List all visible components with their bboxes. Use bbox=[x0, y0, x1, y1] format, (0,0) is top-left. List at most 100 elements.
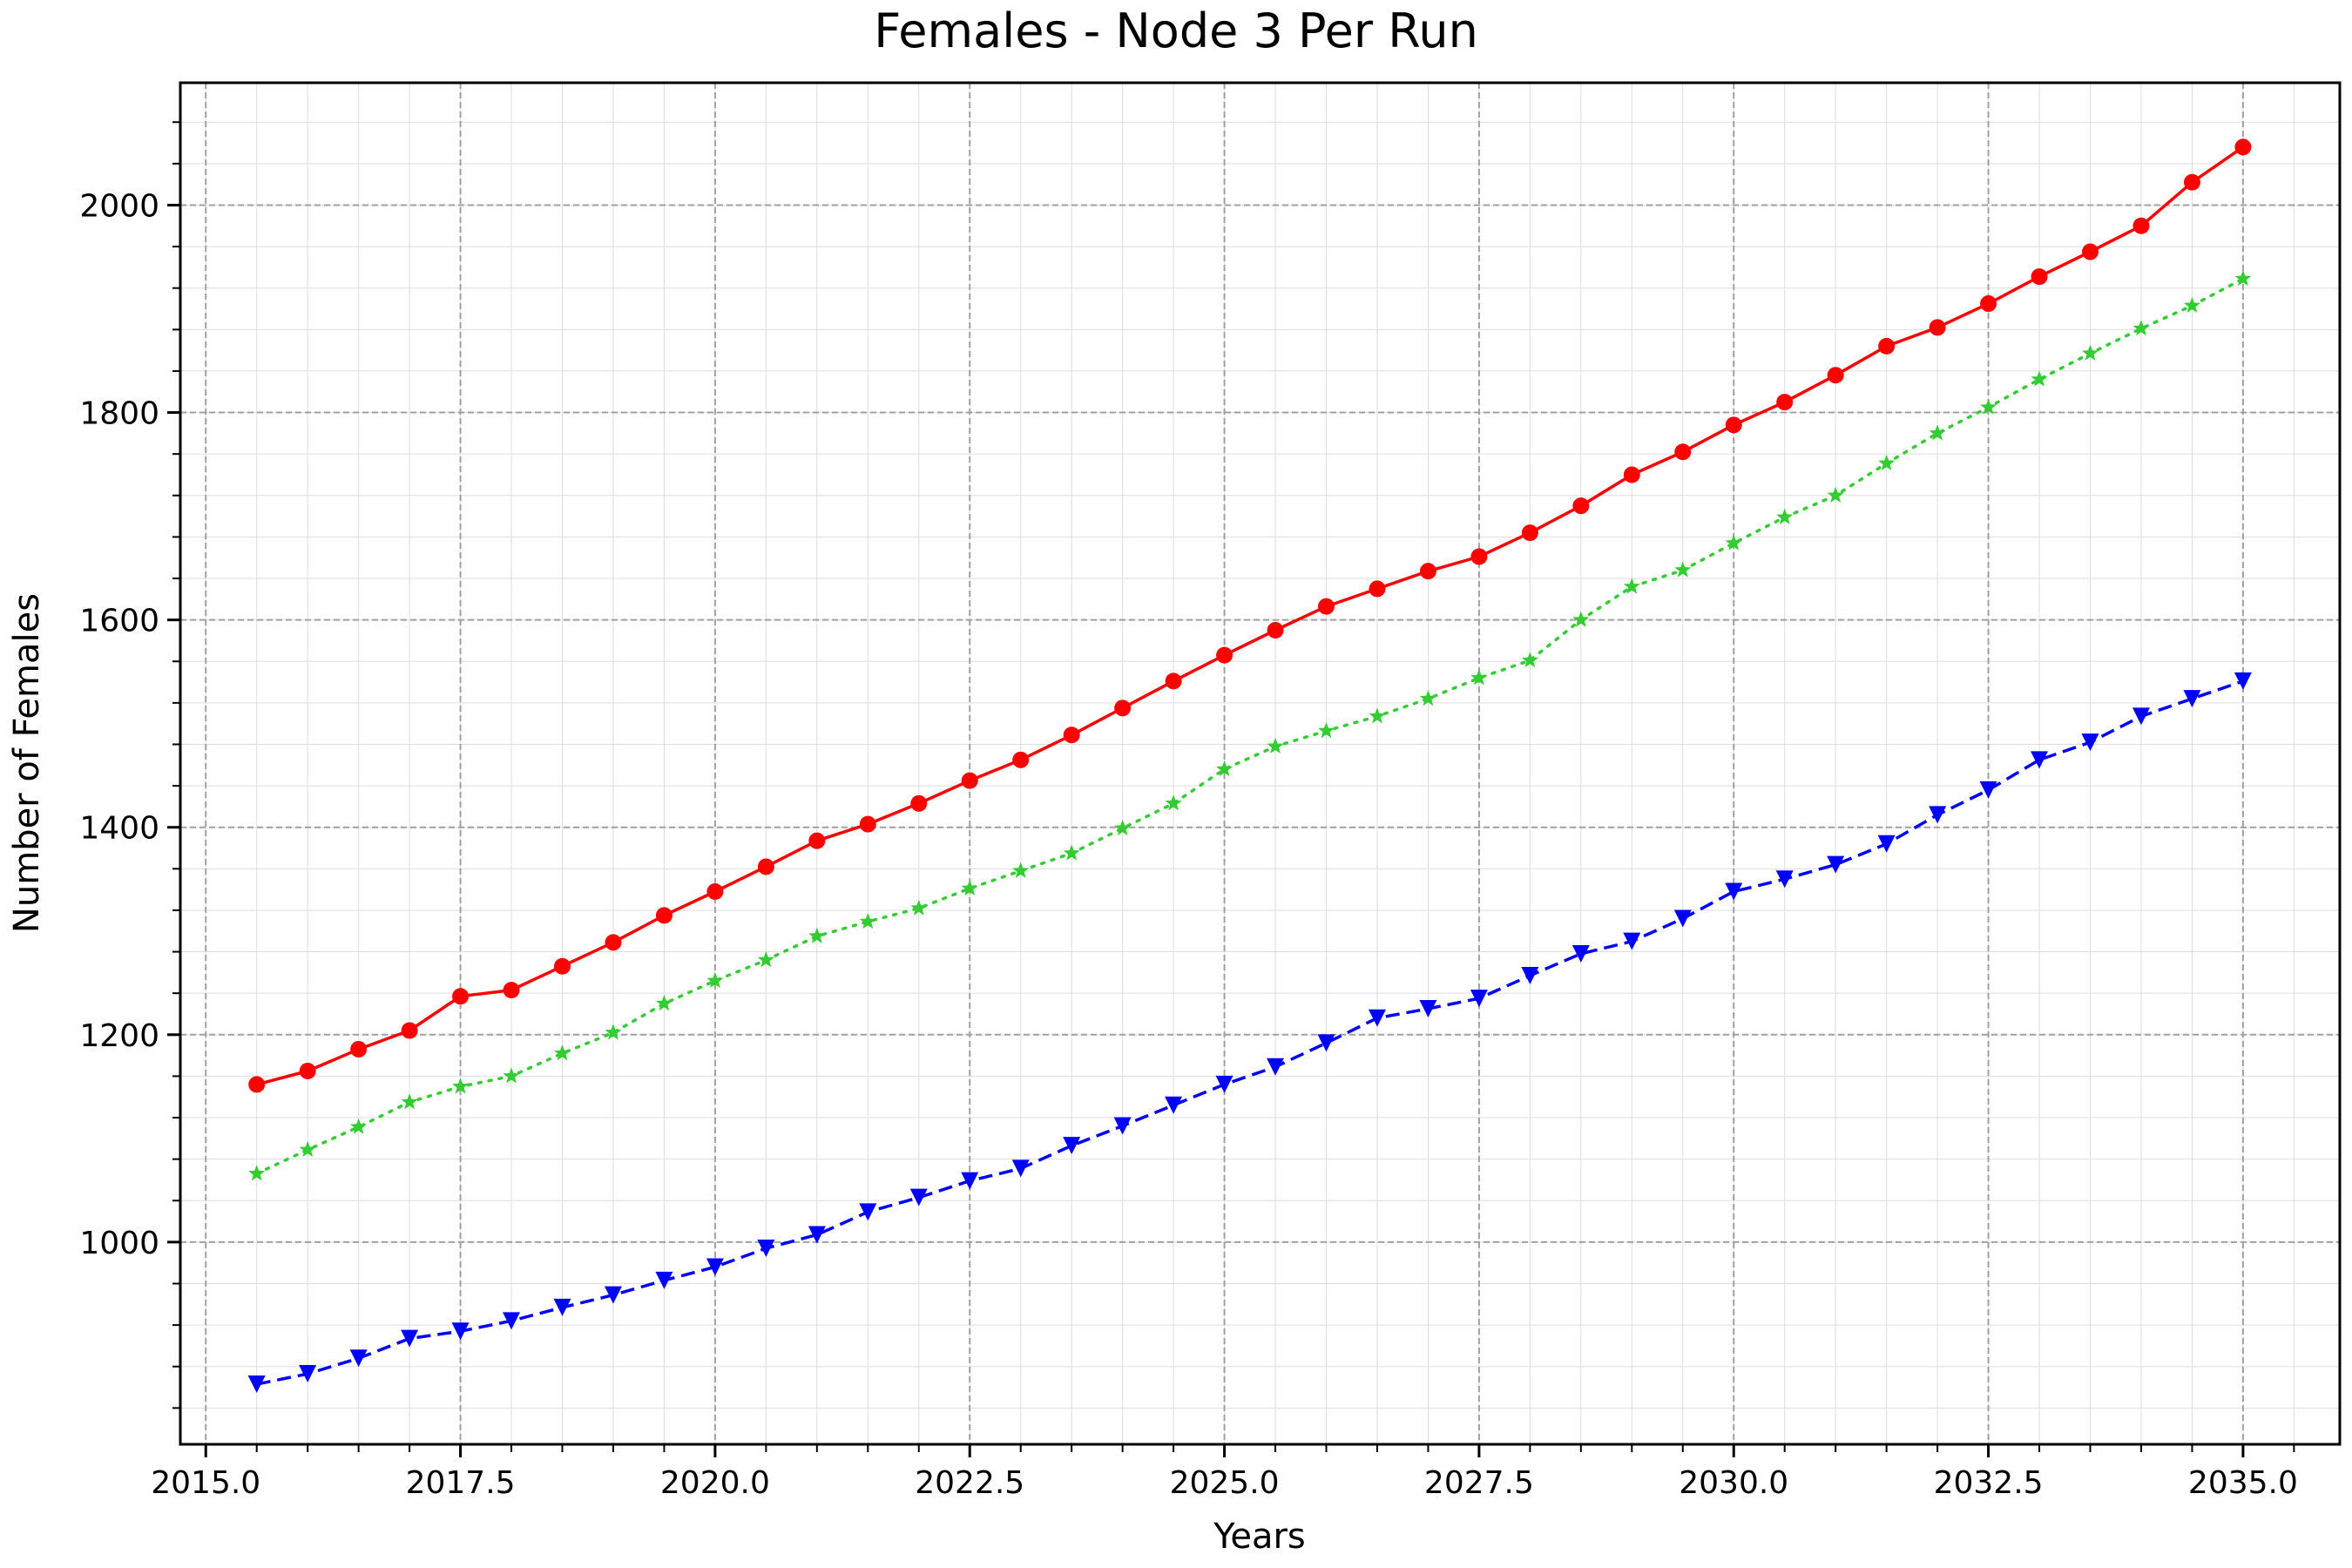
data-point bbox=[1012, 862, 1030, 878]
data-point bbox=[1318, 598, 1335, 615]
x-tick-label: 2025.0 bbox=[1170, 1465, 1280, 1501]
data-point bbox=[350, 1040, 368, 1058]
data-point bbox=[1318, 722, 1335, 739]
data-point bbox=[1775, 870, 1794, 889]
data-point bbox=[503, 1067, 520, 1084]
data-point bbox=[655, 907, 672, 924]
data-point bbox=[2031, 370, 2048, 387]
data-point bbox=[655, 1271, 673, 1289]
data-point bbox=[1165, 794, 1182, 811]
data-point bbox=[909, 1188, 928, 1206]
data-point bbox=[808, 832, 826, 849]
data-point bbox=[1623, 932, 1641, 950]
data-point bbox=[1470, 548, 1488, 565]
x-tick-label: 2030.0 bbox=[1679, 1465, 1788, 1501]
data-point bbox=[1369, 707, 1386, 724]
data-point bbox=[1877, 835, 1896, 853]
data-point bbox=[554, 957, 571, 975]
data-point bbox=[1776, 394, 1794, 411]
data-point bbox=[1521, 966, 1539, 984]
data-point bbox=[605, 934, 622, 951]
data-point bbox=[1470, 669, 1488, 686]
data-point bbox=[604, 1286, 622, 1304]
data-point bbox=[1267, 737, 1284, 754]
data-point bbox=[1012, 751, 1030, 768]
data-point bbox=[1674, 443, 1692, 461]
data-point bbox=[1725, 534, 1742, 551]
data-point bbox=[2183, 173, 2200, 191]
data-point bbox=[1878, 454, 1896, 470]
data-point bbox=[1623, 578, 1640, 594]
data-point bbox=[349, 1349, 368, 1368]
data-point bbox=[1368, 1009, 1386, 1027]
data-point bbox=[503, 1312, 521, 1330]
y-tick-label: 2000 bbox=[79, 188, 159, 224]
data-point bbox=[1673, 909, 1692, 928]
data-point bbox=[2031, 268, 2048, 286]
data-point bbox=[1521, 652, 1538, 668]
series-line bbox=[256, 145, 2244, 1086]
data-point bbox=[1827, 367, 1844, 384]
x-tick-label: 2015.0 bbox=[151, 1465, 260, 1501]
x-axis-label: Years bbox=[1213, 1517, 1306, 1557]
y-tick-label: 1800 bbox=[79, 396, 159, 432]
data-point bbox=[1878, 337, 1896, 355]
data-point bbox=[247, 1375, 266, 1393]
data-point bbox=[757, 1240, 775, 1258]
data-point bbox=[1470, 990, 1488, 1008]
series-2 bbox=[248, 270, 2252, 1181]
data-point bbox=[1725, 416, 1742, 434]
data-point bbox=[401, 1329, 419, 1348]
data-point bbox=[401, 1093, 418, 1110]
x-tick-label: 2017.5 bbox=[406, 1465, 516, 1501]
data-point bbox=[1011, 1159, 1030, 1178]
data-point bbox=[1521, 524, 1538, 542]
data-point bbox=[961, 772, 978, 789]
data-point bbox=[503, 982, 520, 999]
y-tick-label: 1200 bbox=[79, 1018, 159, 1054]
data-point bbox=[1980, 295, 1997, 313]
data-point bbox=[1979, 781, 1997, 799]
x-tick-label: 2027.5 bbox=[1424, 1465, 1534, 1501]
data-point bbox=[910, 794, 928, 812]
data-point bbox=[1572, 497, 1590, 515]
data-point bbox=[706, 1258, 724, 1276]
y-axis-label: Number of Females bbox=[7, 593, 47, 933]
data-point bbox=[1674, 561, 1692, 578]
data-point bbox=[299, 1140, 316, 1157]
data-point bbox=[2132, 320, 2150, 336]
data-point bbox=[248, 1076, 266, 1093]
data-point bbox=[553, 1298, 571, 1316]
data-point bbox=[2183, 296, 2200, 313]
series-1 bbox=[248, 139, 2252, 1093]
data-point bbox=[1929, 424, 1946, 441]
data-point bbox=[706, 883, 724, 901]
data-point bbox=[655, 995, 672, 1011]
data-point bbox=[2132, 707, 2150, 726]
data-point bbox=[1419, 690, 1436, 706]
data-point bbox=[1317, 1034, 1335, 1052]
data-point bbox=[808, 1226, 826, 1244]
data-point bbox=[1063, 844, 1080, 861]
data-point bbox=[1165, 1096, 1183, 1114]
data-point bbox=[961, 879, 978, 896]
data-point bbox=[1419, 563, 1436, 580]
data-point bbox=[1827, 855, 1845, 874]
x-tick-label: 2022.5 bbox=[915, 1465, 1024, 1501]
data-point bbox=[1114, 819, 1132, 835]
series-lines bbox=[247, 139, 2252, 1393]
y-tick-label: 1000 bbox=[79, 1226, 159, 1261]
data-point bbox=[2234, 270, 2252, 287]
data-point bbox=[1827, 486, 1844, 503]
data-point bbox=[2081, 733, 2099, 752]
data-point bbox=[452, 1078, 470, 1094]
data-point bbox=[299, 1365, 317, 1383]
data-point bbox=[2132, 217, 2150, 234]
data-point bbox=[299, 1062, 316, 1079]
y-tick-label: 1400 bbox=[79, 811, 159, 847]
data-point bbox=[1165, 672, 1182, 690]
data-point bbox=[2234, 139, 2252, 156]
data-point bbox=[1369, 580, 1386, 598]
